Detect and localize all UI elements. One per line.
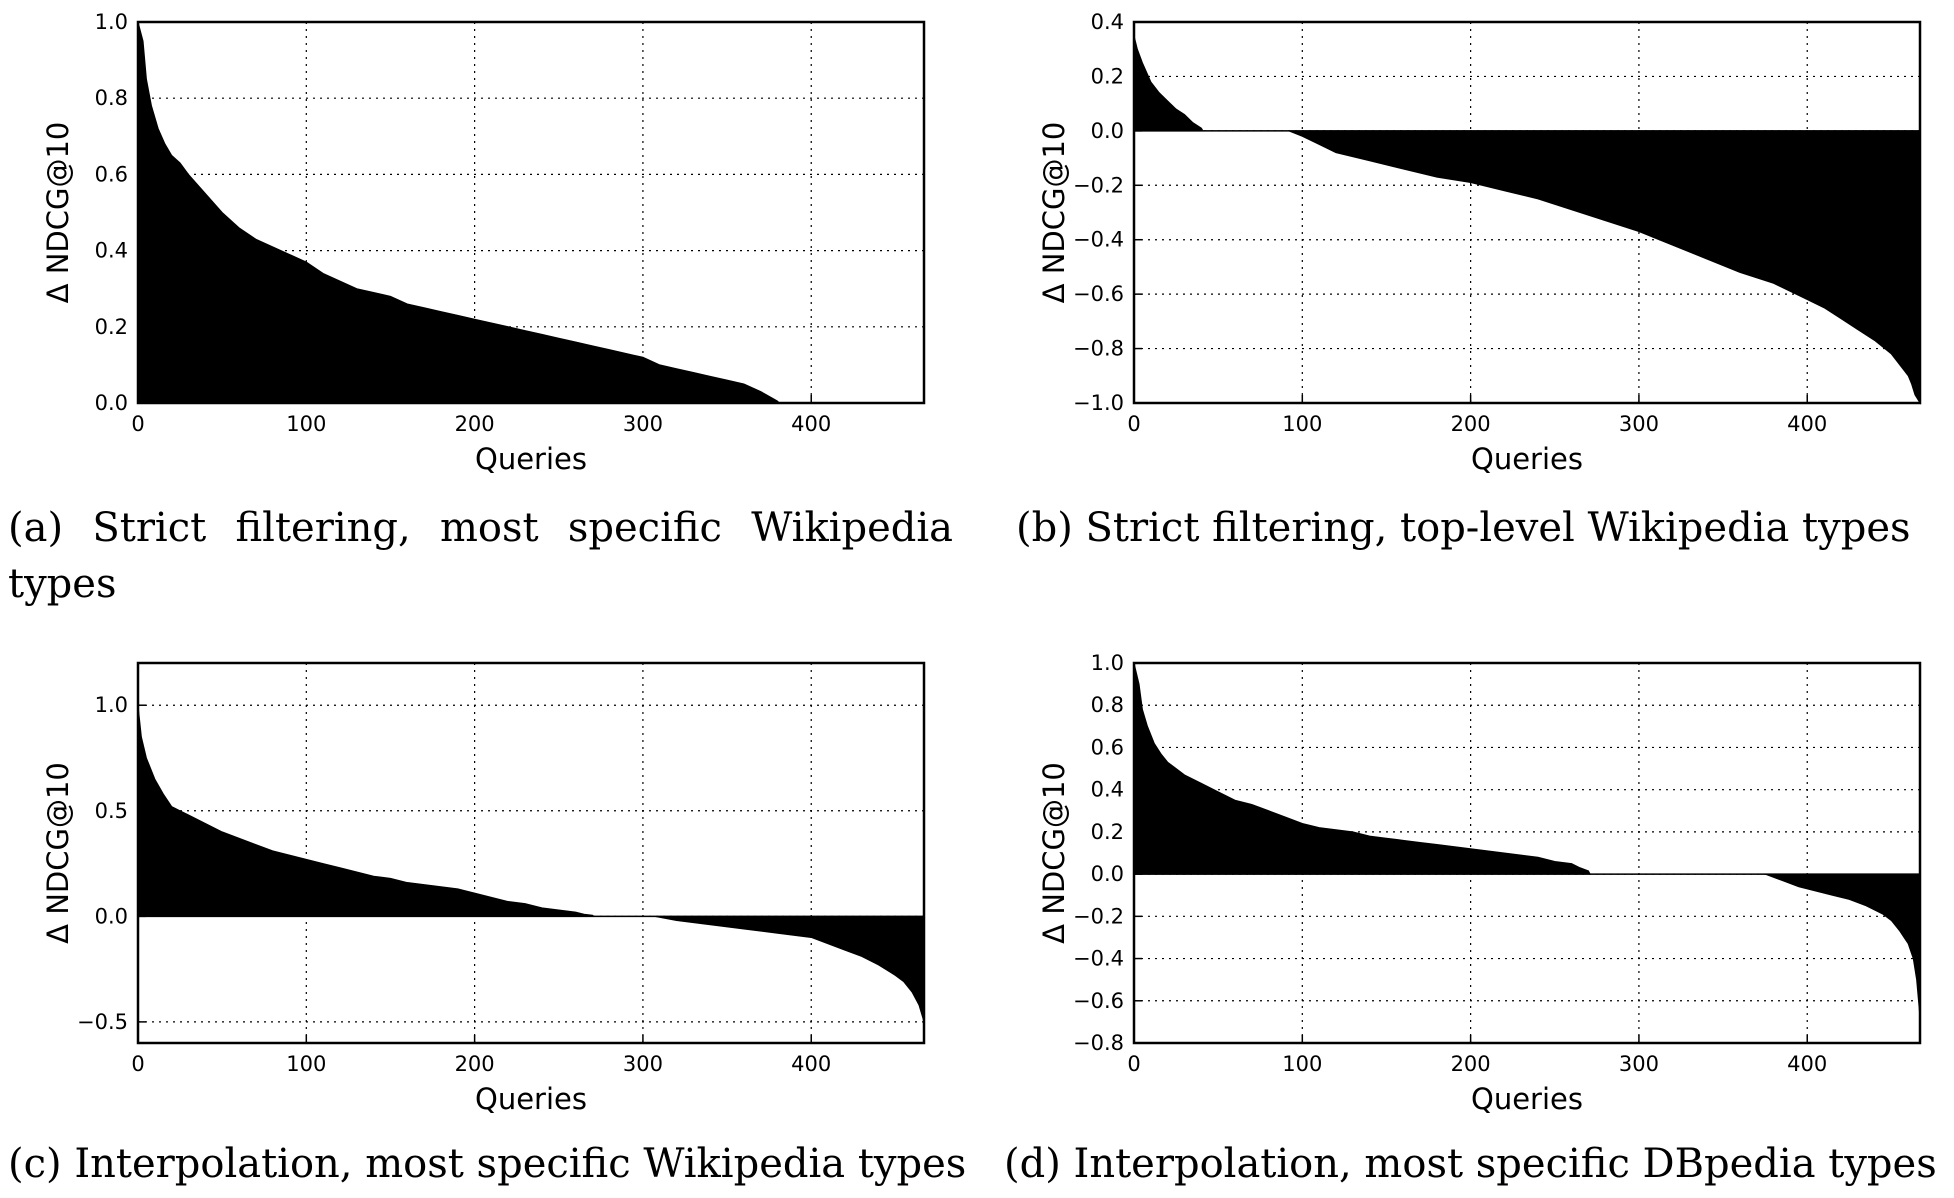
y-tick-label-a: 0.2 [95, 315, 128, 339]
y-tick-label-c: 1.0 [95, 693, 128, 717]
y-tick-label-c: 0.5 [95, 799, 128, 823]
plot-frame-c [136, 661, 926, 1045]
y-tick-label-d: 0.0 [1091, 862, 1124, 886]
x-tick-label-b: 100 [1282, 412, 1322, 436]
x-tick-label-c: 300 [623, 1052, 663, 1076]
y-tick-label-d: 0.6 [1091, 735, 1124, 759]
x-tick-label-a: 400 [791, 412, 831, 436]
x-tick-label-b: 0 [1127, 412, 1140, 436]
delta-area-c [137, 705, 925, 1023]
y-tick-label-c: 0.0 [95, 904, 128, 928]
y-tick-label-d: 0.2 [1091, 820, 1124, 844]
caption-d: (d) Interpolation, most specific DBpedia… [1004, 1141, 1937, 1187]
plot-frame-a [136, 20, 926, 405]
caption-a: (a) Strict filtering, most specific Wiki… [8, 505, 953, 607]
y-tick-label-d: −0.6 [1073, 989, 1124, 1013]
x-tick-label-c: 200 [455, 1052, 495, 1076]
x-axis-label-b: Queries [1471, 442, 1583, 476]
y-tick-label-b: −0.6 [1073, 282, 1124, 306]
chart-a: 0 100 200 300 400 0.0 0.2 0.4 0.6 0.8 1.0 Queries Δ … [41, 10, 926, 476]
y-tick-label-b: 0.4 [1091, 10, 1124, 34]
x-tick-label-a: 200 [455, 412, 495, 436]
plot-frame-b [1132, 20, 1922, 405]
x-axis-label-a: Queries [475, 442, 587, 476]
y-tick-label-a: 1.0 [95, 10, 128, 34]
y-tick-label-a: 0.0 [95, 391, 128, 415]
y-tick-label-b: −1.0 [1073, 391, 1124, 415]
delta-area-a [137, 21, 924, 404]
x-tick-label-d: 400 [1787, 1052, 1827, 1076]
plot-frame-d [1132, 661, 1922, 1045]
y-tick-label-b: −0.8 [1073, 337, 1124, 361]
x-tick-label-b: 300 [1619, 412, 1659, 436]
y-tick-label-d: 0.8 [1091, 693, 1124, 717]
x-axis-label-c: Queries [475, 1082, 587, 1116]
x-tick-label-d: 100 [1282, 1052, 1322, 1076]
x-tick-label-a: 100 [286, 412, 326, 436]
x-tick-label-d: 200 [1451, 1052, 1491, 1076]
y-axis-label-a: Δ NDCG@10 [41, 122, 75, 304]
y-tick-label-d: −0.8 [1073, 1031, 1124, 1055]
x-tick-label-b: 400 [1787, 412, 1827, 436]
x-tick-label-d: 0 [1127, 1052, 1140, 1076]
y-tick-label-d: −0.2 [1073, 904, 1124, 928]
x-tick-label-c: 400 [791, 1052, 831, 1076]
y-tick-label-a: 0.6 [95, 162, 128, 186]
chart-b: 0 100 200 300 400 −1.0 −0.8 −0.6 −0.4 −0.2 0.0 0.2 0… [1037, 10, 1922, 476]
x-tick-label-b: 200 [1451, 412, 1491, 436]
y-tick-label-d: −0.4 [1073, 947, 1124, 971]
y-tick-label-c: −0.5 [77, 1010, 128, 1034]
y-tick-label-b: 0.2 [1091, 64, 1124, 88]
y-tick-label-d: 1.0 [1091, 651, 1124, 675]
y-axis-label-c: Δ NDCG@10 [41, 762, 75, 944]
x-tick-label-c: 100 [286, 1052, 326, 1076]
delta-area-d [1133, 662, 1921, 1018]
y-axis-label-b: Δ NDCG@10 [1037, 122, 1071, 304]
x-axis-label-d: Queries [1471, 1082, 1583, 1116]
delta-area-b [1133, 35, 1921, 405]
x-tick-label-c: 0 [131, 1052, 144, 1076]
x-tick-label-a: 0 [131, 412, 144, 436]
y-tick-label-a: 0.8 [95, 86, 128, 110]
x-tick-label-d: 300 [1619, 1052, 1659, 1076]
caption-c: (c) Interpolation, most specific Wikiped… [8, 1141, 967, 1187]
y-tick-label-a: 0.4 [95, 239, 128, 263]
chart-c: 0 100 200 300 400 −0.5 0.0 0.5 1.0 Queries Δ NDCG@… [41, 661, 926, 1116]
y-tick-label-b: −0.4 [1073, 228, 1124, 252]
y-tick-label-b: −0.2 [1073, 173, 1124, 197]
y-tick-label-b: 0.0 [1091, 119, 1124, 143]
x-tick-label-a: 300 [623, 412, 663, 436]
y-axis-label-d: Δ NDCG@10 [1037, 762, 1071, 944]
y-tick-label-d: 0.4 [1091, 778, 1124, 802]
caption-b: (b) Strict filtering, top-level Wikipedi… [1016, 505, 1911, 551]
